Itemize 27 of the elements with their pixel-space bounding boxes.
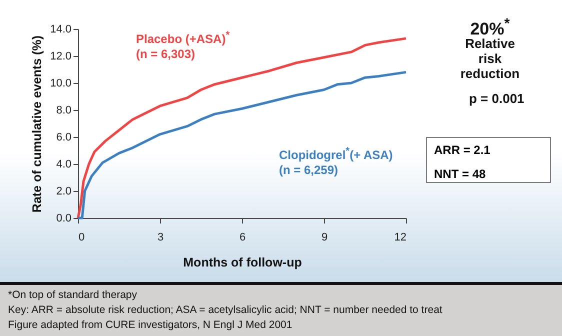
x-tick-label: 9 bbox=[321, 232, 328, 244]
x-tick-label: 3 bbox=[157, 232, 164, 244]
annotation: (n = 6,303) bbox=[136, 47, 196, 61]
y-tick-label: 10.0 bbox=[50, 78, 72, 90]
y-tick-label: 4.0 bbox=[56, 158, 72, 170]
text: Figure adapted from CURE investigators, N Engl J Med 2001 bbox=[8, 319, 292, 331]
y-tick-label: 6.0 bbox=[56, 132, 72, 144]
x-tick-label: 6 bbox=[239, 232, 246, 244]
text: Placebo (+ASA)$^{*}$ bbox=[136, 30, 230, 46]
y-tick-label: 2.0 bbox=[56, 186, 72, 198]
y-tick-label: 8.0 bbox=[56, 104, 72, 116]
y-tick-label: 14.0 bbox=[50, 24, 72, 36]
y-tick-label: 12.0 bbox=[50, 50, 72, 62]
text: Clopidogrel$^{*}$(+ ASA) bbox=[279, 146, 393, 162]
text: ARR = 2.1 bbox=[434, 143, 490, 157]
text: Key: ARR = absolute risk reduction; ASA = acetylsalicylic acid; NNT = number needed to treat bbox=[8, 304, 442, 316]
y-tick-label: 0.0 bbox=[56, 212, 72, 224]
x-tick-label: 0 bbox=[78, 232, 85, 244]
text: p = 0.001 bbox=[469, 91, 524, 106]
annotation: (n = 6,259) bbox=[279, 163, 338, 177]
text: Relative risk reduction bbox=[459, 36, 521, 81]
text: NNT = 48 bbox=[434, 167, 486, 181]
text: 20%$^{*}$ bbox=[470, 15, 510, 39]
x-tick-label: 12 bbox=[394, 232, 406, 244]
x-axis-title: Months of follow-up bbox=[183, 256, 302, 270]
text: *On top of standard therapy bbox=[8, 289, 137, 301]
y-axis-title: Rate of cumulative events (%) bbox=[30, 35, 44, 213]
